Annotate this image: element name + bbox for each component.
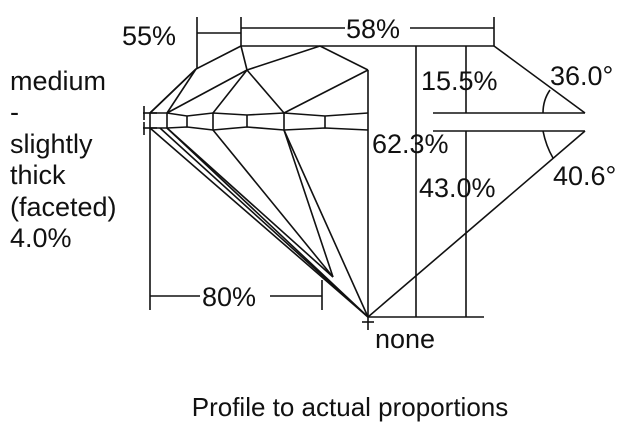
pavilion-depth-label: 43.0% [419, 173, 496, 203]
diamond-outline [149, 45, 586, 318]
girdle-line: - [10, 97, 19, 127]
crown-height-label: 15.5% [421, 66, 498, 96]
lower-half-label: 80% [202, 282, 256, 312]
pavilion-angle-label: 40.6° [553, 161, 616, 191]
crown-angle-label: 36.0° [550, 61, 613, 91]
girdle-line: (faceted) [10, 192, 117, 222]
caption: Profile to actual proportions [192, 392, 509, 422]
girdle-description: medium - slightly thick (faceted) 4.0% [10, 66, 117, 253]
girdle-line: thick [10, 160, 66, 190]
total-depth-label: 62.3% [372, 129, 449, 159]
table-percent-label: 58% [346, 14, 400, 44]
dimension-lines [143, 17, 554, 330]
culet-label: none [375, 324, 435, 354]
girdle-line: slightly [10, 129, 93, 159]
crown-percent-label: 55% [122, 21, 176, 51]
girdle-line: 4.0% [10, 223, 72, 253]
girdle-line: medium [10, 66, 106, 96]
